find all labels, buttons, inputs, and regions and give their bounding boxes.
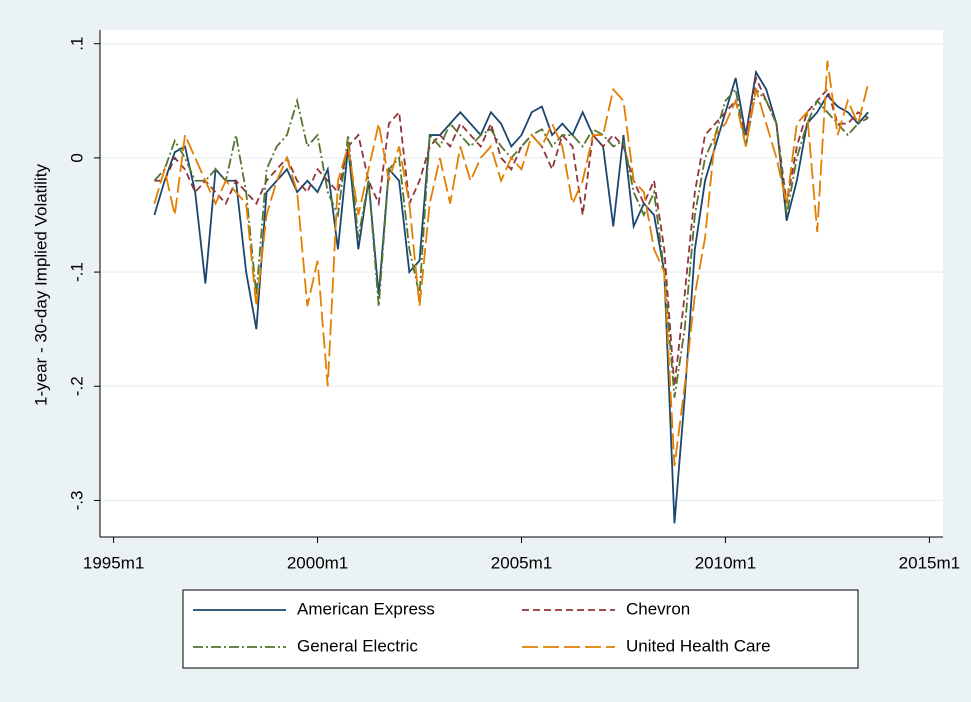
x-tick-label: 2005m1 <box>491 553 552 572</box>
x-tick-label: 2000m1 <box>287 553 348 572</box>
x-tick-label: 1995m1 <box>83 553 144 572</box>
legend-label: American Express <box>297 599 435 618</box>
legend-label: United Health Care <box>626 636 771 655</box>
x-tick-label: 2015m1 <box>899 553 960 572</box>
legend-label: Chevron <box>626 599 690 618</box>
series-line <box>154 74 869 387</box>
series-line <box>153 60 870 467</box>
legend-label: General Electric <box>297 636 418 655</box>
y-tick-label: .1 <box>67 37 86 51</box>
x-tick-label: 2010m1 <box>695 553 756 572</box>
y-axis-label: 1-year - 30-day Implied Volatility <box>31 164 50 406</box>
y-tick-label: -.1 <box>67 262 86 282</box>
y-tick-label: -.3 <box>67 491 86 511</box>
plot-area <box>100 30 943 537</box>
legend-box <box>182 589 859 669</box>
y-tick-label: 0 <box>67 153 86 162</box>
y-tick-label: -.2 <box>67 376 86 396</box>
